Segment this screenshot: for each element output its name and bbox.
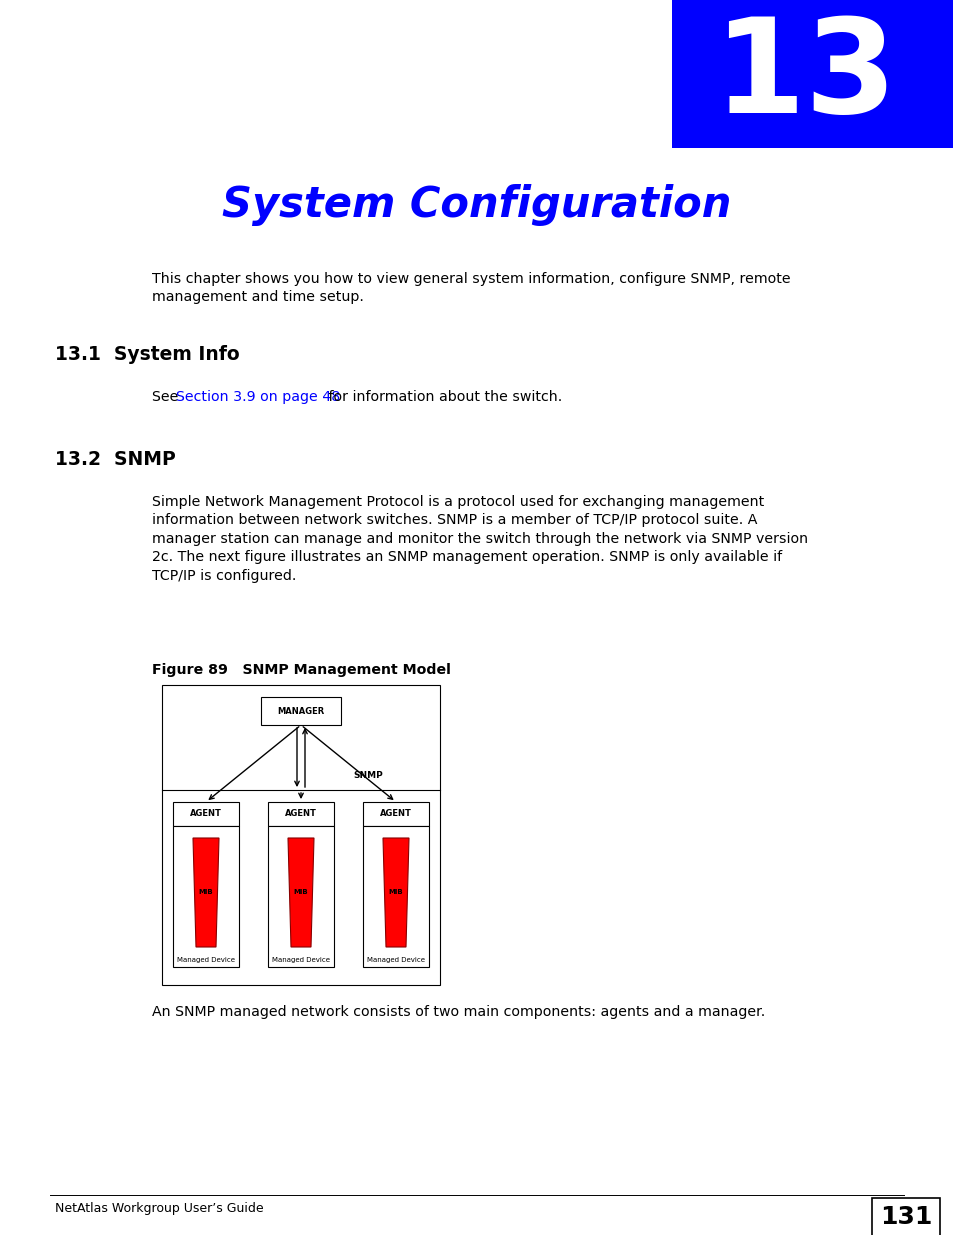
Bar bbox=[162, 685, 439, 986]
Bar bbox=[172, 826, 239, 967]
Text: System Configuration: System Configuration bbox=[222, 184, 731, 226]
Text: for information about the switch.: for information about the switch. bbox=[324, 390, 561, 404]
Text: An SNMP managed network consists of two main components: agents and a manager.: An SNMP managed network consists of two … bbox=[152, 1005, 764, 1019]
Text: Managed Device: Managed Device bbox=[272, 957, 330, 963]
Polygon shape bbox=[193, 839, 219, 947]
Bar bbox=[671, 0, 953, 148]
Text: 13.1  System Info: 13.1 System Info bbox=[55, 345, 239, 364]
Text: Simple Network Management Protocol is a protocol used for exchanging management
: Simple Network Management Protocol is a … bbox=[152, 495, 807, 583]
Text: MANAGER: MANAGER bbox=[277, 706, 324, 715]
Text: 13: 13 bbox=[712, 14, 896, 141]
Text: See: See bbox=[152, 390, 183, 404]
Bar bbox=[268, 826, 334, 967]
Bar bbox=[268, 802, 334, 826]
Polygon shape bbox=[288, 839, 314, 947]
Text: AGENT: AGENT bbox=[190, 809, 222, 819]
Text: AGENT: AGENT bbox=[285, 809, 316, 819]
Text: 131: 131 bbox=[879, 1205, 931, 1229]
Text: Section 3.9 on page 48: Section 3.9 on page 48 bbox=[175, 390, 340, 404]
Text: Managed Device: Managed Device bbox=[177, 957, 234, 963]
Text: Figure 89   SNMP Management Model: Figure 89 SNMP Management Model bbox=[152, 663, 451, 677]
Text: AGENT: AGENT bbox=[379, 809, 412, 819]
Bar bbox=[172, 802, 239, 826]
Text: MIB: MIB bbox=[198, 889, 213, 895]
Text: MIB: MIB bbox=[294, 889, 308, 895]
Text: NetAtlas Workgroup User’s Guide: NetAtlas Workgroup User’s Guide bbox=[55, 1202, 263, 1215]
Bar bbox=[363, 802, 429, 826]
Text: Managed Device: Managed Device bbox=[367, 957, 424, 963]
Text: MIB: MIB bbox=[388, 889, 403, 895]
Bar bbox=[261, 697, 340, 725]
Bar bbox=[871, 1198, 939, 1235]
Bar bbox=[363, 826, 429, 967]
Text: SNMP: SNMP bbox=[353, 772, 382, 781]
Text: 13.2  SNMP: 13.2 SNMP bbox=[55, 450, 175, 469]
Text: This chapter shows you how to view general system information, configure SNMP, r: This chapter shows you how to view gener… bbox=[152, 272, 790, 304]
Polygon shape bbox=[382, 839, 409, 947]
